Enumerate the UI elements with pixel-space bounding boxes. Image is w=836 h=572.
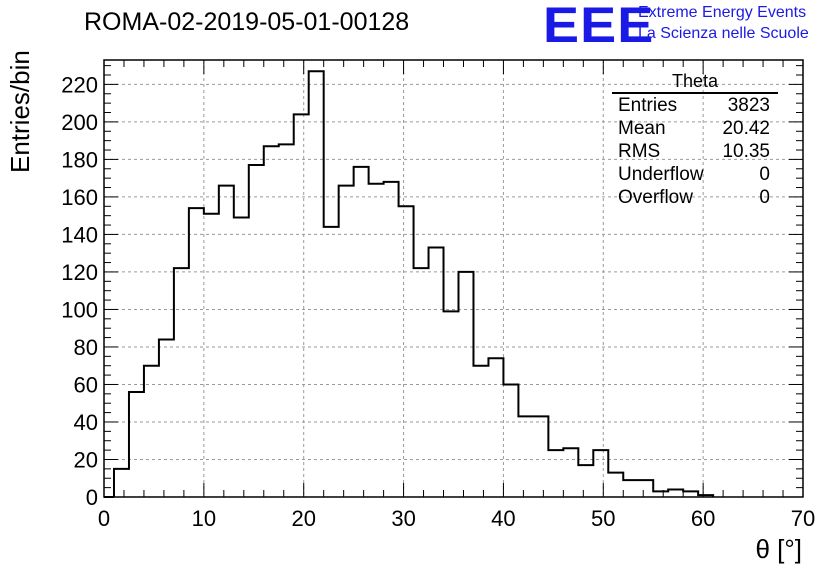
eee-logo: EEE	[543, 0, 655, 53]
stats-row: Underflow 0	[608, 163, 778, 186]
stats-label: Entries	[618, 95, 678, 116]
stats-title: Theta	[612, 70, 778, 94]
y-axis-label: Entries/bin	[5, 50, 35, 173]
x-tick-label: 10	[192, 506, 216, 531]
x-tick-label: 30	[391, 506, 415, 531]
stats-row: Overflow 0	[608, 186, 778, 209]
stats-row: RMS 10.35	[608, 140, 778, 163]
y-tick-label: 0	[86, 485, 98, 510]
stats-label: Mean	[618, 118, 666, 139]
x-tick-label: 50	[591, 506, 615, 531]
stats-value: 0	[759, 164, 770, 185]
x-tick-label: 0	[98, 506, 110, 531]
axis-ticks	[103, 60, 804, 498]
y-tick-labels: 0 20 40 60 80 100 120 140 160 180 200 220	[61, 72, 98, 510]
stats-label: Underflow	[618, 164, 704, 185]
stats-label: RMS	[618, 141, 661, 162]
y-tick-label: 60	[74, 372, 98, 397]
y-tick-label: 180	[61, 147, 98, 172]
chart-title: ROMA-02-2019-05-01-00128	[84, 8, 410, 36]
stats-value: 20.42	[722, 118, 770, 139]
histogram-series	[112, 70, 715, 497]
y-tick-label: 120	[61, 260, 98, 285]
y-tick-label: 20	[74, 447, 98, 472]
x-tick-label: 40	[491, 506, 515, 531]
y-tick-label: 220	[61, 72, 98, 97]
y-tick-label: 80	[74, 335, 98, 360]
logo-line-2: La Scienza nelle Scuole	[638, 25, 809, 42]
y-tick-label: 160	[61, 185, 98, 210]
y-tick-label: 100	[61, 297, 98, 322]
logo-line-1: Extreme Energy Events	[638, 4, 807, 21]
y-tick-label: 40	[74, 410, 98, 435]
x-axis-label: θ [°]	[755, 534, 802, 564]
stats-value: 0	[759, 187, 770, 208]
grid-lines	[104, 60, 803, 497]
x-tick-label: 60	[691, 506, 715, 531]
stats-value: 3823	[727, 95, 770, 116]
y-tick-label: 140	[61, 222, 98, 247]
stats-box: Theta Entries 3823 Mean 20.42 RMS 10.35 Und…	[608, 70, 778, 209]
stats-label: Overflow	[618, 187, 693, 208]
x-tick-label: 20	[291, 506, 315, 531]
plot-frame	[103, 59, 804, 498]
stats-row: Mean 20.42	[608, 117, 778, 140]
x-tick-labels: 0 10 20 30 40 50 60 70	[98, 506, 815, 531]
stats-row: Entries 3823	[608, 94, 778, 117]
x-tick-label: 70	[791, 506, 815, 531]
y-tick-label: 200	[61, 110, 98, 135]
stats-value: 10.35	[722, 141, 770, 162]
